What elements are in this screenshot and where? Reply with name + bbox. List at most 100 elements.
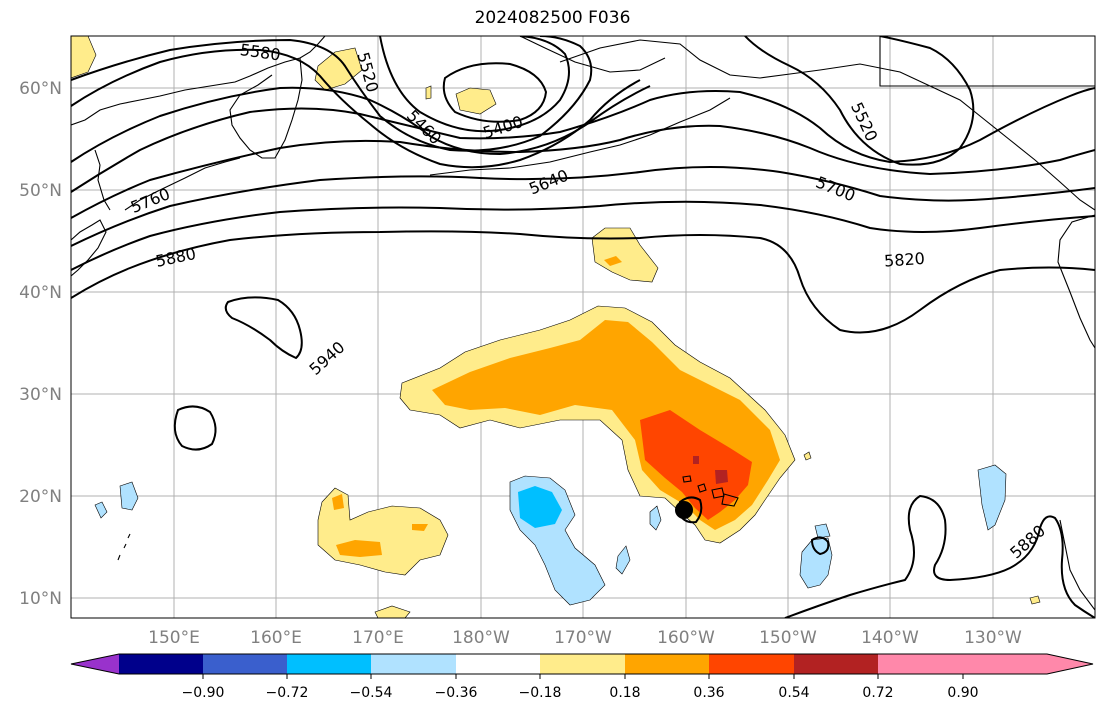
kamchatka-patch <box>314 47 363 91</box>
west-pacific-orange <box>336 540 382 557</box>
small-patch-1 <box>374 605 411 618</box>
nw-corner-patch <box>71 36 97 79</box>
contour-5460 <box>379 36 570 133</box>
colorbar-segment <box>371 654 456 674</box>
longitude-labels: 150°E 160°E 170°E 180°W 170°W 160°W 150°… <box>148 628 1022 648</box>
colorbar-outline <box>70 653 1094 675</box>
colorbar-tick-label: 0.90 <box>947 685 978 701</box>
contour-5520-west <box>71 36 593 152</box>
bering-patch <box>455 87 497 115</box>
bering-coast <box>519 36 666 73</box>
contour-5880-south <box>784 494 1095 618</box>
contour-hawaii-loop <box>676 496 703 524</box>
contour-small-loop <box>810 536 830 556</box>
north-pacific-patch <box>591 227 659 283</box>
subtropical-cyan-core <box>518 486 562 528</box>
plume-darkred-spot <box>715 470 728 484</box>
aleutians <box>429 97 731 176</box>
canada-border <box>879 36 1095 87</box>
colorbar-segment <box>456 654 540 674</box>
blue-patch-4 <box>119 481 139 511</box>
colorbar-extend-left <box>71 654 119 674</box>
colorbar-segment <box>625 654 709 674</box>
colorbar-tick-label: −0.18 <box>519 685 562 701</box>
coastlines <box>71 36 1095 611</box>
colorbar-segment <box>287 654 371 674</box>
sakhalin-coast <box>94 149 111 211</box>
colorbar-tick-label: −0.90 <box>182 685 225 701</box>
map-title: 2024082500 F036 <box>474 8 631 28</box>
blue-patch-6 <box>615 545 631 575</box>
lon-label: 130°W <box>964 628 1022 648</box>
hawaii-islands <box>682 475 739 507</box>
lat-label: 60°N <box>19 79 62 99</box>
colorbar-tick-label: 0.72 <box>862 685 893 701</box>
contour-5940-closed <box>224 296 303 360</box>
lat-label: 20°N <box>19 487 62 507</box>
north-pacific-orange <box>604 256 622 266</box>
lat-label: 10°N <box>19 589 62 609</box>
contour-5700 <box>71 87 1095 193</box>
colorbar-segment <box>794 654 878 674</box>
us-west-coast <box>1057 214 1095 349</box>
marianas <box>117 533 131 561</box>
latitude-labels: 10°N 20°N 30°N 40°N 50°N 60°N <box>19 79 62 609</box>
colorbar-segment <box>878 654 963 674</box>
blue-patch-8 <box>814 523 831 539</box>
colorbar-segment <box>709 654 794 674</box>
small-patch-3 <box>803 451 812 461</box>
contour-5940-small <box>173 405 217 451</box>
contour-5880 <box>71 200 1095 271</box>
west-pacific-orange2 <box>332 494 344 510</box>
lon-label: 170°W <box>554 628 612 648</box>
lon-label: 160°W <box>657 628 715 648</box>
contour-label: 5820 <box>884 249 926 271</box>
colorbar-tick-label: −0.54 <box>350 685 393 701</box>
contour-5940 <box>71 230 1095 334</box>
colorbar-segment <box>119 654 203 674</box>
colorbar-tick-label: 0.18 <box>609 685 640 701</box>
plume-darkred-spot2 <box>693 456 699 464</box>
map-plot-area: 5580 5520 5400 5460 5640 5520 5700 5760 … <box>71 36 1095 618</box>
blue-patch-2 <box>799 537 833 589</box>
shaded-positive-anomalies <box>71 36 1041 618</box>
asia-coast <box>71 36 326 126</box>
alaska-coast <box>559 39 1095 211</box>
colorbar-extend-right <box>963 654 1093 674</box>
plume-red-core <box>640 410 752 520</box>
shaded-negative-anomalies <box>94 464 1007 606</box>
colorbar-tick-label: −0.36 <box>435 685 478 701</box>
map-frame <box>70 35 1096 619</box>
contour-5820 <box>71 166 1095 247</box>
contour-5520-east <box>744 36 975 166</box>
west-pacific-orange3 <box>412 524 428 531</box>
blue-patch-3 <box>977 464 1007 531</box>
lon-label: 170°E <box>352 628 404 648</box>
contour-5580 <box>71 48 641 169</box>
small-patch-4 <box>425 85 432 100</box>
colorbar-tick-label: 0.36 <box>693 685 724 701</box>
lat-label: 40°N <box>19 283 62 303</box>
colorbar: −0.90 −0.72 −0.54 −0.36 −0.18 0.18 0.36 … <box>70 653 1094 701</box>
lon-label: 180°W <box>452 628 510 648</box>
contour-5760 <box>71 124 1095 219</box>
baja-coast <box>1059 519 1095 611</box>
blue-patch-5 <box>94 501 108 519</box>
marker-dot <box>675 501 693 519</box>
lat-label: 30°N <box>19 385 62 405</box>
lon-label: 160°E <box>250 628 302 648</box>
colorbar-segment <box>203 654 287 674</box>
lon-label: 150°W <box>759 628 817 648</box>
blue-patch-7 <box>649 505 662 531</box>
colorbar-tick-label: −0.72 <box>266 685 309 701</box>
small-patch-2 <box>1029 595 1041 605</box>
height-contours <box>71 36 1095 618</box>
lon-label: 140°W <box>861 628 919 648</box>
kurils <box>124 157 241 211</box>
japan-coast <box>71 219 107 277</box>
lon-label: 150°E <box>148 628 200 648</box>
colorbar-ticks <box>202 674 964 679</box>
colorbar-segment <box>540 654 625 674</box>
colorbar-tick-label: 0.54 <box>778 685 809 701</box>
